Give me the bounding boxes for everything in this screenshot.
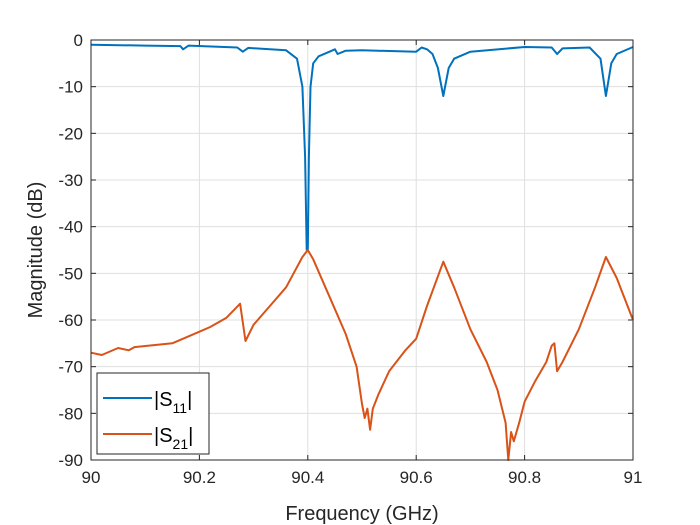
x-tick-label: 90.6 bbox=[400, 468, 433, 487]
y-tick-label: -50 bbox=[58, 264, 83, 283]
y-tick-label: 0 bbox=[74, 31, 83, 50]
y-axis-label: Magnitude (dB) bbox=[25, 182, 47, 319]
legend: |S11||S21| bbox=[96, 372, 210, 455]
x-tick-label: 91 bbox=[624, 468, 643, 487]
x-tick-label: 90.4 bbox=[291, 468, 324, 487]
y-tick-label: -80 bbox=[58, 404, 83, 423]
y-tick-label: -20 bbox=[58, 124, 83, 143]
y-tick-label: -60 bbox=[58, 311, 83, 330]
x-tick-label: 90.2 bbox=[183, 468, 216, 487]
y-tick-label: -40 bbox=[58, 218, 83, 237]
y-tick-label: -10 bbox=[58, 78, 83, 97]
y-tick-label: -30 bbox=[58, 171, 83, 190]
y-tick-label: -70 bbox=[58, 358, 83, 377]
x-axis-label: Frequency (GHz) bbox=[285, 503, 438, 525]
x-tick-label: 90.8 bbox=[508, 468, 541, 487]
legend-box bbox=[96, 372, 210, 455]
x-tick-label: 90 bbox=[82, 468, 101, 487]
plot-frame bbox=[90, 39, 634, 461]
y-tick-label: -90 bbox=[58, 451, 83, 470]
series-line-11 bbox=[90, 43, 634, 251]
series-line-21 bbox=[90, 249, 634, 461]
